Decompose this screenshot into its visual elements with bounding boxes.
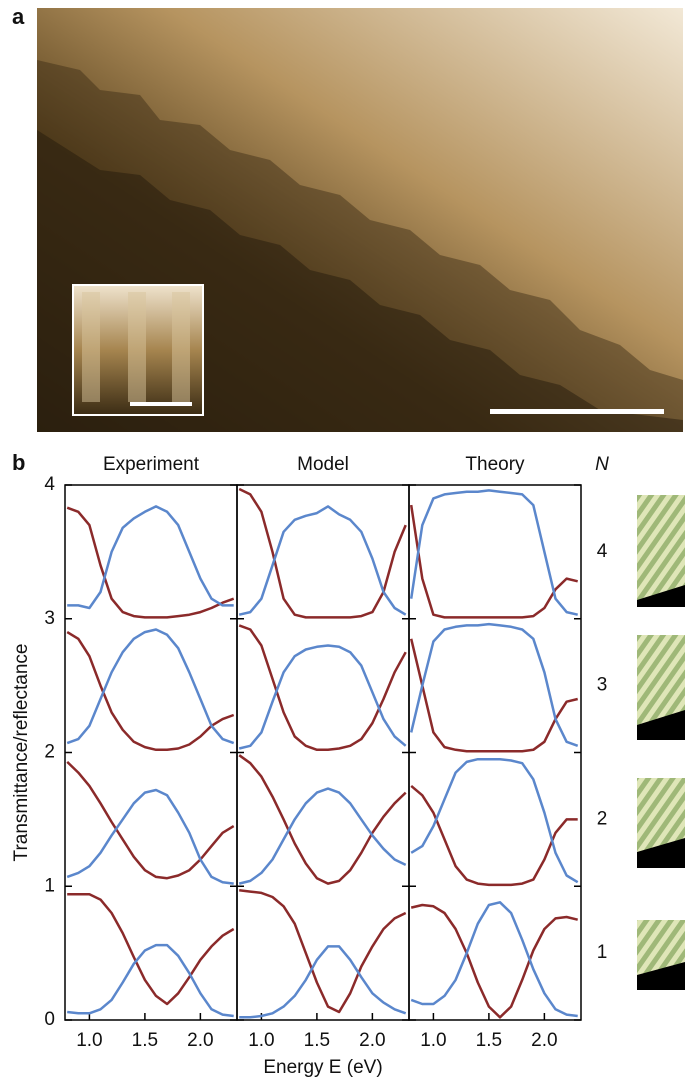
curve [410, 784, 578, 887]
n-header: N [595, 454, 609, 475]
curve [238, 505, 407, 616]
curve [409, 622, 579, 747]
plots: Experiment 0 1 2 3 4 1.0 1.5 2.0 Transmittance/re… [11, 454, 608, 1078]
curve [238, 624, 407, 752]
curve [66, 788, 234, 885]
curve [409, 638, 578, 753]
y-axis-label: Transmittance/reflectance [11, 644, 32, 862]
curve [238, 644, 407, 750]
panel-label: b [12, 450, 25, 475]
n-label: 1 [597, 942, 608, 963]
curve [66, 631, 235, 752]
curve [238, 754, 407, 885]
x-tick-label: 1.0 [420, 1030, 446, 1051]
panel-title: Theory [465, 454, 525, 475]
curve [238, 487, 407, 619]
panel-label: a [12, 4, 25, 29]
x-tick-label: 2.0 [531, 1030, 557, 1051]
curve [410, 901, 578, 1018]
x-tick-label: 1.5 [132, 1030, 158, 1051]
y-tick-label: 1 [44, 875, 55, 896]
n-label: 3 [597, 675, 608, 696]
curve [66, 506, 235, 619]
curve [67, 943, 234, 1018]
curve [238, 787, 407, 885]
panel-title: Model [297, 454, 349, 475]
x-tick-label: 2.0 [359, 1030, 385, 1051]
x-tick-label: 2.0 [187, 1030, 213, 1051]
y-tick-label: 0 [44, 1009, 55, 1030]
curve [239, 889, 407, 1014]
x-tick-label: 1.5 [304, 1030, 330, 1051]
curve [66, 761, 235, 880]
x-axis-label: Energy E (eV) [263, 1057, 382, 1078]
curve [66, 628, 235, 745]
curve [409, 504, 578, 619]
plot-frame [64, 484, 238, 1021]
panel-title: Experiment [103, 454, 200, 475]
y-tick-label: 2 [44, 742, 55, 763]
structure-icons [637, 495, 685, 990]
plot-frame [408, 484, 582, 1021]
curve [409, 489, 578, 616]
plot-frame [236, 484, 410, 1021]
curve [239, 945, 407, 1019]
x-tick-label: 1.0 [76, 1030, 102, 1051]
y-tick-label: 4 [44, 474, 55, 495]
y-tick-label: 3 [44, 608, 55, 629]
curve [67, 893, 235, 1006]
curve [410, 757, 579, 884]
x-tick-label: 1.5 [476, 1030, 502, 1051]
curve [67, 505, 234, 610]
n-label: 2 [597, 808, 608, 829]
n-label: 4 [597, 541, 608, 562]
x-tick-label: 1.0 [248, 1030, 274, 1051]
sem-image [37, 8, 683, 432]
curve [410, 903, 578, 1019]
